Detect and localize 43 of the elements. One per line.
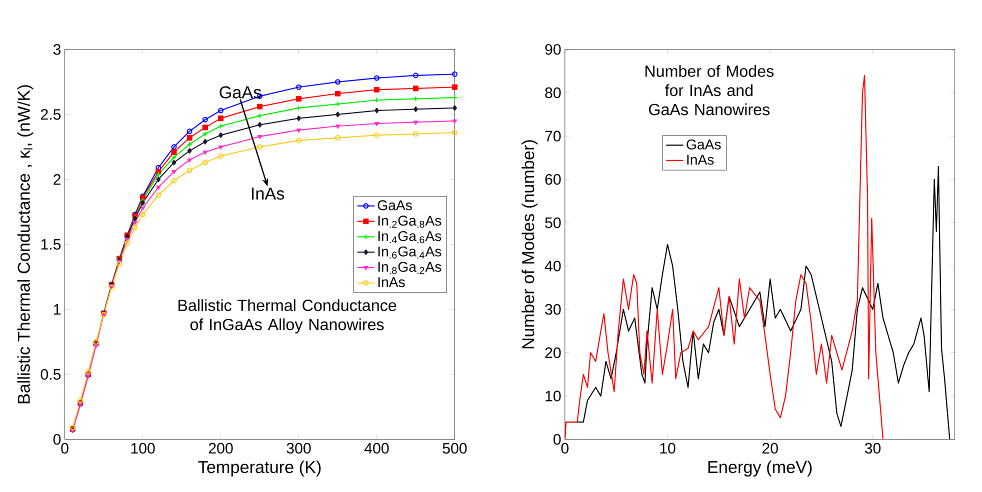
- y-tick-label: 70: [545, 130, 561, 142]
- text: Ballistic Thermal Conductance of InGaAs Alloy Nanowires: [178, 299, 396, 334]
- x-axis-title: Temperature (K): [198, 460, 321, 477]
- text: Number of Modes for InAs and GaAs Nanowires: [645, 65, 774, 116]
- y-tick-label: 50: [545, 217, 561, 228]
- y-tick-label: 80: [545, 87, 561, 98]
- legend-label: InAs: [687, 154, 714, 165]
- y-tick-label: 0.5: [40, 369, 61, 380]
- x-tick-label: 300: [286, 442, 311, 454]
- y-tick-label: 10: [546, 390, 561, 402]
- annotation: GaAs: [220, 86, 262, 98]
- x-axis-title: Energy (meV): [708, 460, 812, 477]
- legend-label: GaAs: [378, 200, 412, 210]
- x-tick-label: 500: [442, 442, 467, 454]
- y-tick-label: 20: [545, 347, 561, 358]
- legend-label: In$_{.2}$Ga$_{.8}$As: [378, 216, 442, 228]
- legend-label: In$_{.6}$Ga$_{.4}$As: [378, 246, 442, 259]
- y-tick-label: 3: [53, 44, 61, 55]
- y-tick-label: 40: [544, 260, 561, 272]
- y-axis-title: Number of Modes (number): [522, 140, 538, 348]
- annotation: InAs: [252, 188, 284, 200]
- y-tick-label: 1.5: [41, 239, 61, 250]
- legend-label: In$_{.8}$Ga$_{.2}$As: [378, 262, 442, 274]
- legend-label: GaAs: [686, 139, 721, 150]
- x-tick-label: 20: [762, 442, 778, 454]
- x-tick-label: 30: [864, 442, 881, 454]
- y-tick-label: 0: [53, 434, 61, 445]
- x-tick-label: 10: [660, 442, 676, 454]
- x-tick-label: 400: [364, 442, 389, 454]
- x-tick-label: 200: [208, 442, 233, 454]
- y-tick-label: 1: [54, 304, 60, 315]
- x-tick-label: 0: [61, 442, 68, 454]
- legend-label: In$_{.4}$Ga$_{.6}$As: [378, 231, 442, 244]
- y-tick-label: 2: [54, 174, 60, 185]
- y-tick-label: 0: [554, 434, 561, 445]
- legend-label: InAs: [378, 277, 405, 288]
- x-tick-label: 100: [131, 442, 155, 454]
- y-tick-label: 30: [545, 304, 561, 315]
- y-axis-title: Ballistic Thermal Conductance , κ$_{l}$, (nW/K): [17, 85, 34, 404]
- y-tick-label: 2.5: [40, 109, 61, 120]
- x-tick-label: 0: [561, 442, 569, 454]
- y-tick-label: 90: [545, 44, 561, 55]
- y-tick-label: 60: [545, 174, 561, 185]
